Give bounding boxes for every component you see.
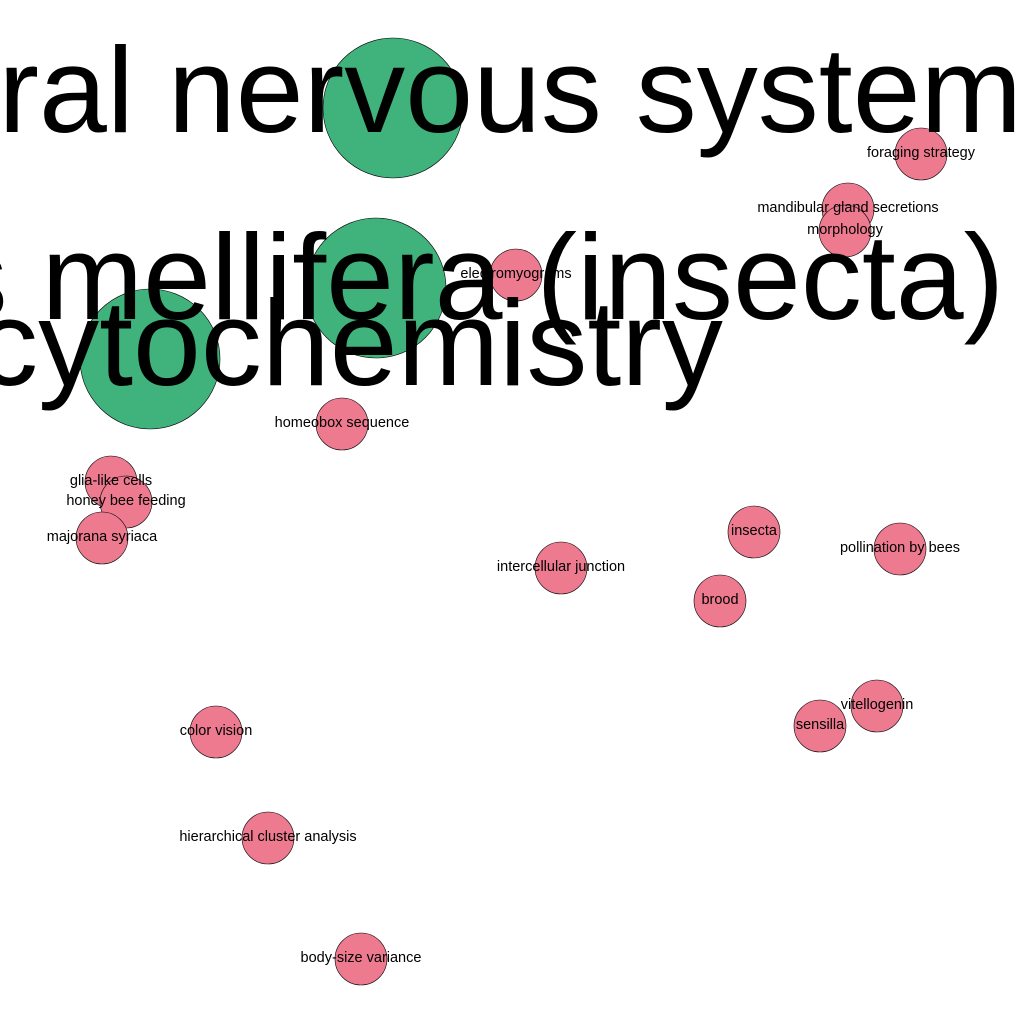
main-label-cytochemistry: cytochemistry <box>0 275 723 411</box>
term-label-majorana-syriaca: majorana syriaca <box>47 529 158 545</box>
term-label-pollination-by-bees: pollination by bees <box>840 540 960 556</box>
term-label-hierarchical-cluster-analysis: hierarchical cluster analysis <box>179 829 356 845</box>
term-label-sensilla: sensilla <box>796 717 845 733</box>
term-label-homeobox-sequence: homeobox sequence <box>275 415 410 431</box>
term-label-glia-like-cells: glia-like cells <box>70 473 152 489</box>
term-label-body-size-variance: body-size variance <box>301 950 422 966</box>
term-label-insecta: insecta <box>731 523 778 539</box>
term-label-color-vision: color vision <box>180 723 253 739</box>
term-label-honey-bee-feeding: honey bee feeding <box>66 493 185 509</box>
term-label-vitellogenin: vitellogenin <box>841 697 914 713</box>
term-label-intercellular-junction: intercellular junction <box>497 559 625 575</box>
main-label-central-nervous-system: central nervous system <box>0 22 1022 158</box>
term-label-brood: brood <box>701 592 738 608</box>
